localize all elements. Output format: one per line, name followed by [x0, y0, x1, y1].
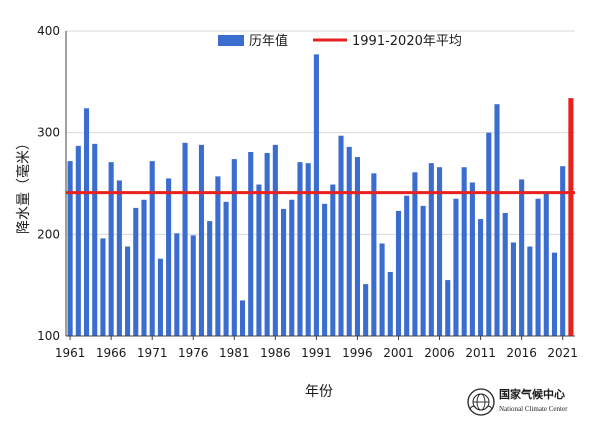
- bar-1972: [157, 258, 163, 336]
- x-tick-label: 1996: [342, 346, 373, 360]
- bar-1991: [313, 54, 319, 337]
- bar-1995: [346, 146, 352, 336]
- bar-2017: [527, 246, 533, 336]
- bar-1998: [371, 173, 377, 336]
- x-tick-label: 2011: [465, 346, 496, 360]
- bar-2007: [445, 280, 451, 336]
- y-tick-label: 100: [37, 329, 60, 343]
- bar-1986: [272, 144, 278, 336]
- legend-swatch-bars: [218, 35, 244, 46]
- bar-2021: [560, 166, 566, 336]
- bar-2009: [461, 167, 467, 336]
- x-tick-label: 1991: [301, 346, 332, 360]
- bar-1967: [116, 180, 122, 336]
- bars-layer: [66, 54, 575, 337]
- bar-2022-highlight: [568, 98, 574, 336]
- bar-2006: [436, 167, 443, 336]
- x-tick-label: 1981: [219, 346, 250, 360]
- bar-1990: [305, 163, 311, 336]
- bar-1976: [190, 235, 196, 336]
- y-axis-title: 降水量（毫米）: [15, 136, 32, 234]
- bar-1964: [92, 143, 98, 336]
- bar-2003: [412, 172, 418, 336]
- y-tick-labels: 100 200 300 400: [37, 24, 60, 343]
- bar-1994: [338, 135, 344, 336]
- bar-1997: [363, 284, 369, 336]
- bar-1977: [198, 144, 205, 336]
- bar-1965: [100, 238, 106, 336]
- x-tick-label: 2001: [383, 346, 414, 360]
- bar-2018: [535, 198, 541, 336]
- bar-1987: [281, 208, 287, 336]
- bar-1980: [223, 201, 229, 336]
- bar-1999: [379, 243, 385, 336]
- bar-1978: [207, 221, 213, 336]
- legend-label-bars: 历年值: [249, 33, 288, 49]
- bar-2005: [428, 163, 434, 336]
- bar-1966: [108, 162, 114, 336]
- logo-name-en: National Climate Center: [499, 405, 568, 413]
- x-tick-label: 2006: [424, 346, 455, 360]
- bar-1974: [174, 233, 180, 336]
- bar-1988: [289, 199, 295, 336]
- legend: 历年值 1991-2020年平均: [218, 33, 462, 49]
- bar-2016: [519, 179, 525, 336]
- bar-2010: [469, 182, 475, 336]
- bar-1968: [125, 246, 131, 336]
- bar-1962: [75, 145, 81, 336]
- axis-layer: [65, 31, 575, 340]
- x-tick-label: 1976: [178, 346, 209, 360]
- x-axis-title: 年份: [305, 384, 333, 400]
- bar-1982: [239, 300, 246, 336]
- bar-1985: [264, 153, 270, 336]
- bar-1983: [248, 151, 254, 336]
- bar-1975: [182, 142, 188, 336]
- bar-2020: [551, 252, 558, 336]
- bar-1981: [231, 159, 237, 336]
- bar-2011: [478, 219, 484, 336]
- logo-name-cn: 国家气候中心: [499, 387, 565, 401]
- bar-2014: [502, 212, 508, 336]
- bar-1979: [215, 176, 221, 336]
- bar-2019: [543, 193, 549, 336]
- ncc-logo: 国家气候中心 National Climate Center: [467, 387, 568, 416]
- bar-1993: [330, 184, 336, 336]
- bar-1984: [256, 184, 262, 336]
- bar-1973: [166, 178, 172, 336]
- x-tick-label: 1961: [55, 346, 86, 360]
- bar-2008: [453, 198, 459, 336]
- bar-2012: [486, 132, 492, 336]
- globe-icon: [467, 388, 495, 416]
- y-tick-label: 400: [37, 24, 60, 38]
- bar-1969: [133, 207, 139, 336]
- bar-1992: [322, 203, 328, 336]
- x-tick-label: 2016: [506, 346, 537, 360]
- bar-1963: [83, 108, 90, 337]
- y-tick-label: 300: [37, 126, 60, 140]
- legend-label-average: 1991-2020年平均: [352, 34, 462, 49]
- bar-2002: [404, 195, 410, 336]
- bar-1961: [67, 161, 73, 336]
- bar-2013: [494, 104, 500, 336]
- x-tick-label: 2021: [547, 346, 578, 360]
- bar-2000: [387, 271, 393, 336]
- bar-2001: [395, 210, 402, 336]
- x-tick-label: 1986: [260, 346, 291, 360]
- bar-2004: [420, 205, 426, 336]
- bar-1996: [354, 157, 360, 336]
- x-tick-label: 1971: [137, 346, 168, 360]
- bar-1989: [297, 162, 303, 336]
- y-tick-label: 200: [37, 227, 60, 241]
- x-tick-labels: 1961 1966 1971 1976 1981 1986 1991 1996 2001 2006…: [55, 346, 578, 360]
- bar-1970: [141, 199, 147, 336]
- bar-1971: [149, 161, 155, 336]
- bar-2015: [510, 242, 516, 336]
- x-tick-label: 1966: [96, 346, 127, 360]
